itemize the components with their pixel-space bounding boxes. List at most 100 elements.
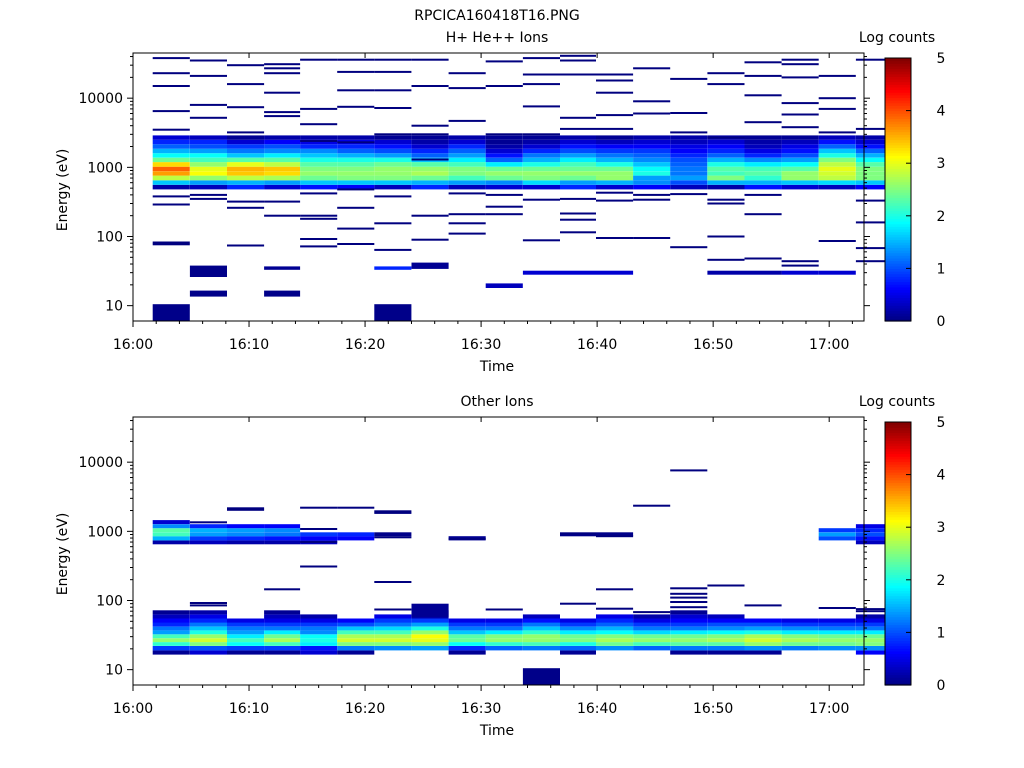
heatmap-cell xyxy=(300,638,338,643)
heatmap-cell xyxy=(152,610,190,615)
heatmap-cell xyxy=(411,622,449,627)
heatmap-cell xyxy=(227,642,265,646)
heatmap-cell xyxy=(781,135,819,140)
heatmap-cell xyxy=(485,166,523,172)
heatmap-line xyxy=(855,610,893,613)
y-axis-label: Energy (eV) xyxy=(55,513,71,596)
heatmap-line xyxy=(744,94,782,97)
heatmap-cell xyxy=(633,148,671,154)
colorbar-swatch xyxy=(885,200,911,204)
heatmap-cell xyxy=(300,175,338,181)
heatmap-cell xyxy=(189,180,227,185)
heatmap-cell xyxy=(818,166,856,172)
heatmap-line xyxy=(670,601,708,603)
heatmap-cell xyxy=(264,646,301,651)
colorbar-swatch xyxy=(885,181,911,185)
heatmap-line xyxy=(633,611,671,614)
heatmap-cell xyxy=(818,157,856,163)
panel-title: H+ He++ Ions xyxy=(446,30,549,46)
heatmap-line xyxy=(560,532,596,535)
heatmap-cell xyxy=(300,532,338,537)
colorbar-swatch xyxy=(885,498,911,502)
heatmap-cell xyxy=(227,157,265,163)
heatmap-cell xyxy=(152,166,190,172)
heatmap-cell xyxy=(633,175,671,181)
heatmap-cell xyxy=(189,618,227,623)
heatmap-cell xyxy=(855,148,893,154)
heatmap-cell xyxy=(337,532,375,537)
heatmap-line xyxy=(781,63,819,66)
colorbar-swatch xyxy=(885,585,911,589)
heatmap-cell xyxy=(670,610,708,615)
colorbar-frame xyxy=(884,421,912,686)
colorbar-tick-label: 0 xyxy=(937,314,946,330)
colorbar-swatch xyxy=(885,307,911,312)
heatmap-line xyxy=(189,197,227,200)
heatmap-cell xyxy=(411,630,449,635)
heatmap-cell xyxy=(337,650,375,655)
heatmap-cell xyxy=(707,153,745,158)
heatmap-cell xyxy=(818,139,856,145)
heatmap-cell xyxy=(781,153,819,158)
heatmap-cell xyxy=(781,622,819,627)
heatmap-cell xyxy=(300,135,338,140)
heatmap-cell xyxy=(596,171,634,176)
heatmap-cell xyxy=(485,618,523,623)
heatmap-line xyxy=(337,206,375,209)
heatmap-line xyxy=(560,116,596,119)
heatmap-cell xyxy=(264,630,301,635)
heatmap-cell xyxy=(264,638,301,643)
heatmap-cell xyxy=(152,144,190,149)
heatmap-cell xyxy=(596,148,634,154)
heatmap-cell xyxy=(818,646,856,651)
heatmap-cell xyxy=(448,184,486,190)
heatmap-cell xyxy=(189,540,227,545)
heatmap-line xyxy=(781,76,819,79)
heatmap-cell xyxy=(264,166,301,172)
heatmap-line xyxy=(152,110,190,113)
heatmap-line xyxy=(152,85,190,87)
colorbar-swatch xyxy=(885,548,911,552)
heatmap-cell xyxy=(337,135,375,140)
heatmap-cell xyxy=(670,622,708,627)
colorbar-swatch xyxy=(885,571,911,576)
heatmap-cell xyxy=(855,650,893,655)
colorbar-swatch xyxy=(885,466,911,470)
heatmap-line xyxy=(448,119,486,122)
heatmap-line xyxy=(264,200,301,203)
heatmap-cell xyxy=(707,270,782,275)
heatmap-cell xyxy=(227,148,265,154)
heatmap-cell xyxy=(337,184,375,190)
heatmap-cell xyxy=(485,180,523,185)
heatmap-line xyxy=(596,237,634,239)
colorbar-swatch xyxy=(885,564,911,568)
heatmap-cell xyxy=(855,646,893,651)
heatmap-cell xyxy=(374,166,412,172)
heatmap-cell xyxy=(227,626,265,631)
colorbar-swatch xyxy=(885,123,911,127)
plot-frame xyxy=(132,416,865,686)
heatmap-cell xyxy=(560,634,596,639)
heatmap-line xyxy=(485,85,523,87)
colorbar-swatch xyxy=(885,608,911,612)
heatmap-cell xyxy=(744,157,782,163)
heatmap-line xyxy=(374,510,412,513)
colorbar-swatch xyxy=(885,624,911,628)
heatmap-line xyxy=(264,91,301,94)
heatmap-line xyxy=(189,604,227,607)
heatmap-cell xyxy=(189,610,227,615)
colorbar-swatch xyxy=(885,650,911,655)
heatmap-line xyxy=(744,121,782,124)
heatmap-line xyxy=(300,214,338,217)
heatmap-cell xyxy=(670,618,708,623)
heatmap-cell xyxy=(189,166,227,172)
colorbar-tick-label: 1 xyxy=(937,261,946,277)
heatmap-line xyxy=(781,126,819,129)
x-tick-label: 16:30 xyxy=(461,701,501,717)
heatmap-cell xyxy=(744,646,782,651)
heatmap-cell xyxy=(596,162,634,167)
heatmap-line xyxy=(337,188,375,191)
heatmap-line xyxy=(374,195,412,198)
heatmap-cell xyxy=(744,175,782,181)
heatmap-cell xyxy=(227,622,265,627)
